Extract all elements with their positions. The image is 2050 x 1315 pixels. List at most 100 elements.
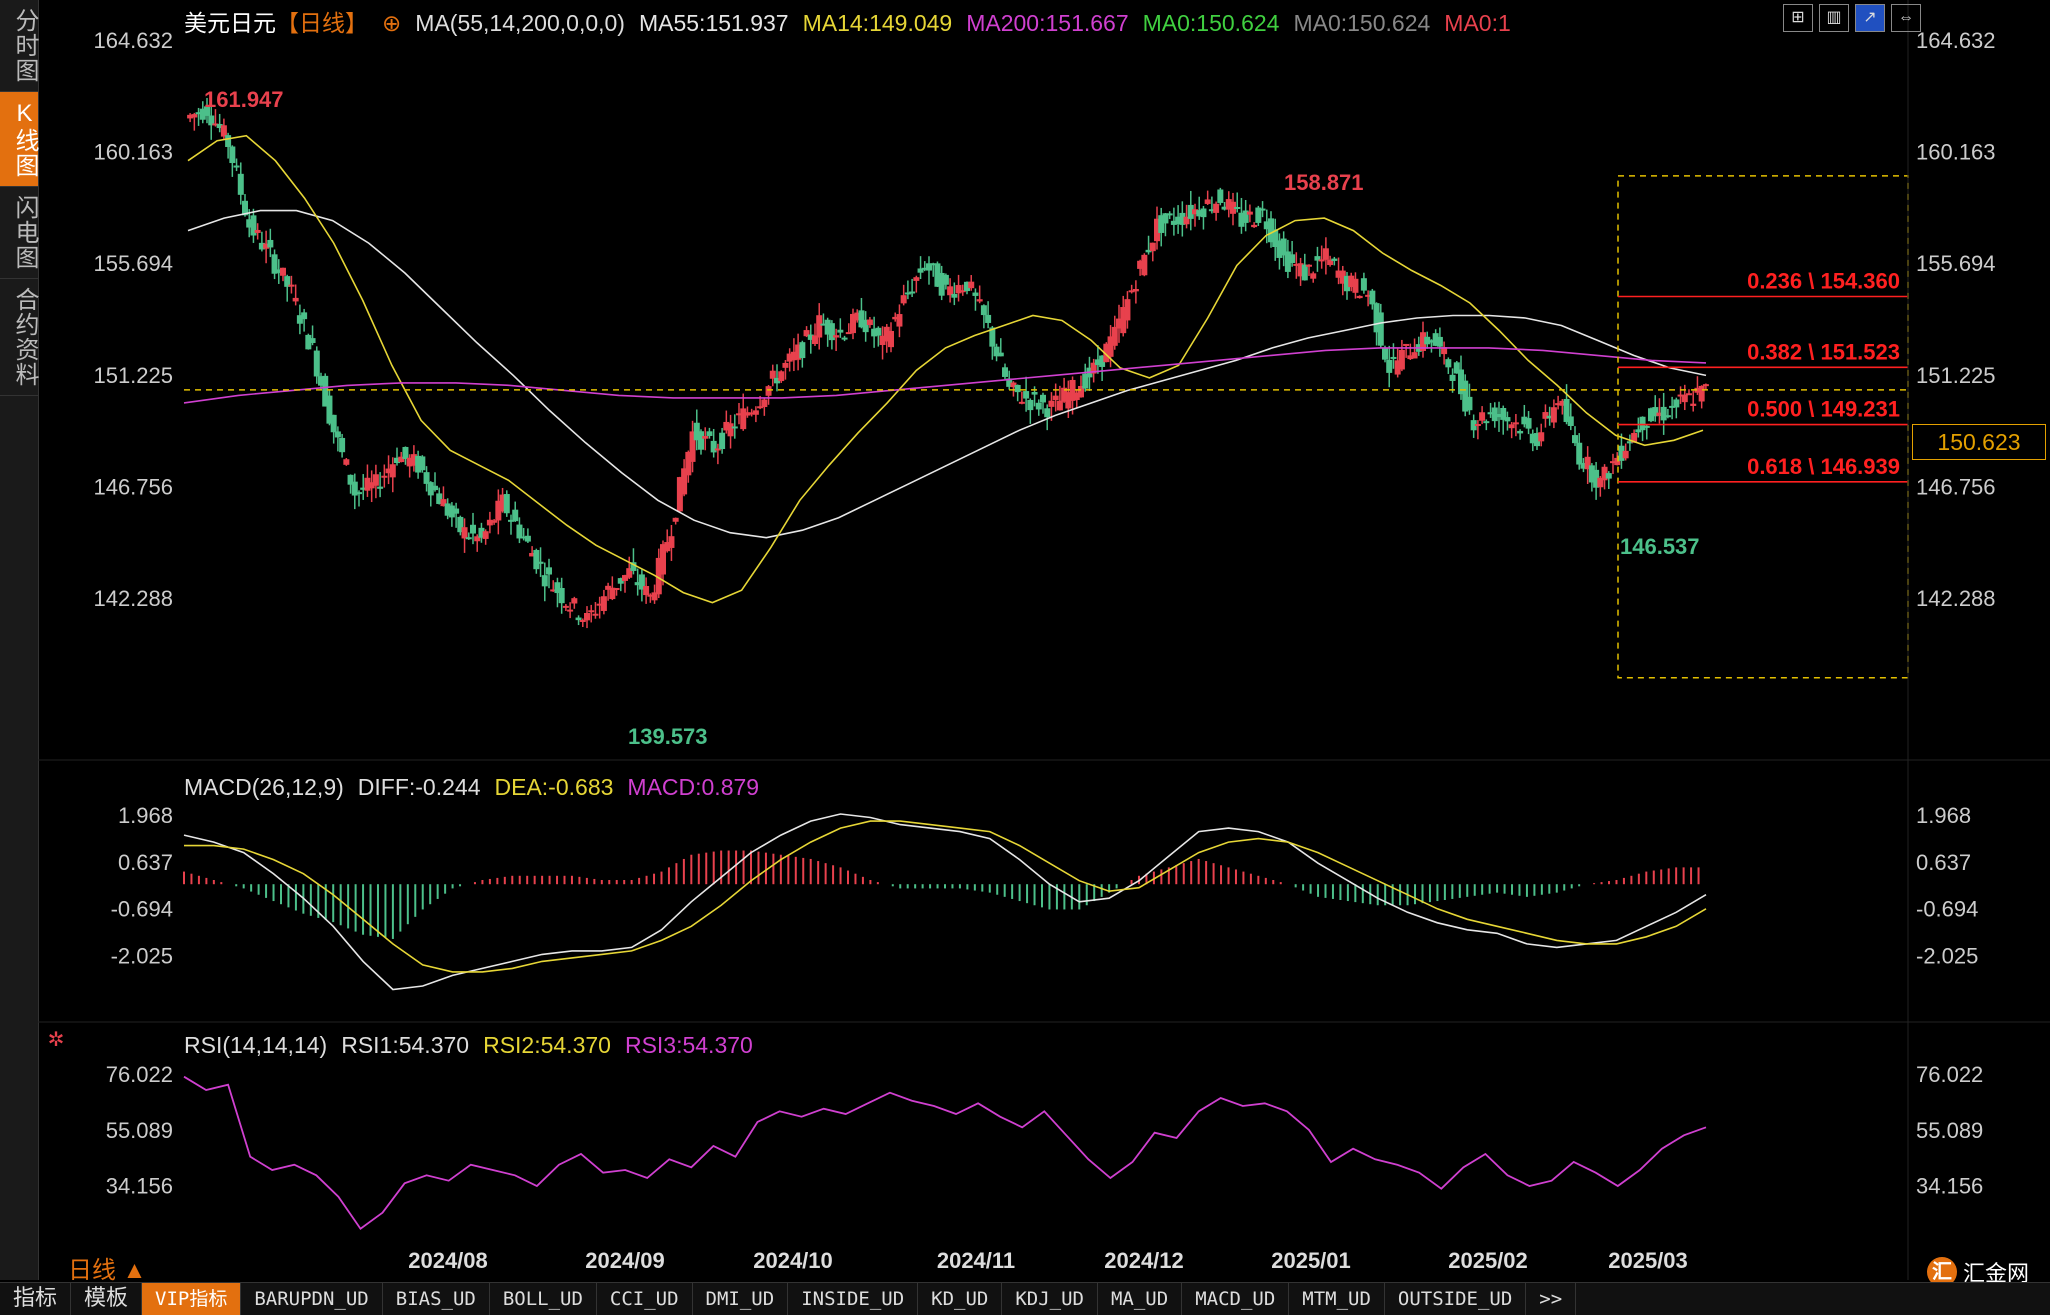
- indicator-tab-kdj-ud[interactable]: KDJ_UD: [1002, 1283, 1098, 1315]
- candle-body: [807, 334, 814, 340]
- indicator-tab-macd-ud[interactable]: MACD_UD: [1182, 1283, 1290, 1315]
- indicator-tab-[interactable]: >>: [1526, 1283, 1577, 1315]
- rsi-params: RSI(14,14,14): [184, 1032, 328, 1058]
- candle-body: [736, 413, 742, 416]
- candle-body: [1310, 273, 1317, 279]
- candle-body: [1111, 326, 1118, 346]
- price-tick-left: 160.163: [93, 140, 173, 165]
- candle-body: [626, 568, 633, 578]
- indicator-tab-[interactable]: 模板: [71, 1283, 143, 1315]
- candle-body: [803, 330, 810, 337]
- period-selector[interactable]: 日线 ▲: [68, 1257, 147, 1284]
- line-chart-icon[interactable]: ↗: [1855, 4, 1885, 32]
- candle-body: [1280, 238, 1287, 256]
- tab-kline[interactable]: K线图: [0, 92, 38, 187]
- indicator-tab-boll-ud[interactable]: BOLL_UD: [490, 1283, 597, 1315]
- candle-body: [486, 519, 493, 526]
- candle-body: [339, 437, 346, 453]
- candle-body: [596, 603, 603, 606]
- candle-body: [1512, 422, 1519, 425]
- candle-body: [1297, 263, 1304, 277]
- date-tick: 2024/08: [408, 1248, 488, 1273]
- indicator-tab-mtm-ud[interactable]: MTM_UD: [1289, 1283, 1385, 1315]
- candle-body: [1369, 290, 1376, 305]
- candle-body: [1327, 259, 1334, 266]
- tab-flash[interactable]: 闪电图: [0, 187, 38, 279]
- candle-body: [774, 377, 780, 384]
- candle-body: [1681, 394, 1688, 403]
- candle-body: [562, 605, 569, 608]
- macd-diff: DIFF:-0.244: [357, 774, 481, 800]
- bar-chart-icon[interactable]: ▥: [1819, 4, 1849, 32]
- indicator-tab-outside-ud[interactable]: OUTSIDE_UD: [1385, 1283, 1527, 1315]
- indicator-tab-dmi-ud[interactable]: DMI_UD: [693, 1283, 789, 1315]
- candle-body: [1284, 251, 1291, 272]
- indicator-tab-bias-ud[interactable]: BIAS_UD: [383, 1283, 490, 1315]
- candle-body: [1192, 209, 1198, 215]
- candle-body: [1487, 412, 1494, 415]
- rsi1-value: RSI1:54.370: [341, 1032, 470, 1058]
- candle-body: [782, 362, 789, 368]
- tab-contract-info[interactable]: 合约资料: [0, 279, 38, 396]
- indicator-tab-kd-ud[interactable]: KD_UD: [918, 1283, 1003, 1315]
- add-indicator-icon[interactable]: ⊕: [382, 10, 402, 36]
- low-label-2: 146.537: [1620, 534, 1700, 559]
- candle-body: [845, 332, 852, 335]
- symbol-name: 美元日元: [184, 10, 276, 36]
- ma0-value-2: MA0:150.624: [1293, 10, 1431, 36]
- candle-body: [512, 509, 519, 522]
- candle-body: [917, 268, 924, 273]
- indicator-tab-inside-ud[interactable]: INSIDE_UD: [788, 1283, 919, 1315]
- candle-body: [1411, 352, 1418, 359]
- candle-body: [1449, 374, 1456, 381]
- candle-body: [926, 263, 932, 271]
- candle-body: [647, 594, 654, 597]
- chart-area[interactable]: 164.632 164.632 160.163 160.163 155.694 155.6…: [38, 0, 2050, 1280]
- candle-body: [900, 295, 907, 304]
- candle-body: [997, 352, 1004, 357]
- candle-body: [778, 371, 785, 382]
- candle-body: [689, 431, 696, 462]
- grid-icon[interactable]: ⊞: [1783, 4, 1813, 32]
- candle-body: [959, 290, 966, 293]
- candle-body: [1386, 359, 1393, 373]
- candle-body: [1002, 367, 1008, 377]
- candle-body: [187, 114, 194, 119]
- candle-body: [1137, 260, 1144, 269]
- candle-body: [888, 330, 894, 348]
- fib-label: 0.500 \ 149.231: [1747, 397, 1900, 422]
- indicator-tab-vip[interactable]: VIP指标: [142, 1283, 242, 1315]
- candle-body: [630, 562, 637, 571]
- candle-body: [347, 474, 354, 485]
- candle-body: [1504, 417, 1511, 422]
- candle-body: [1027, 399, 1034, 411]
- candle-body: [972, 292, 979, 296]
- ma200-value: MA200:151.667: [966, 10, 1129, 36]
- indicator-tab-[interactable]: 指标: [0, 1283, 72, 1315]
- indicator-tab-ma-ud[interactable]: MA_UD: [1098, 1283, 1183, 1315]
- candle-body: [837, 329, 844, 333]
- candle-body: [1344, 275, 1350, 292]
- candle-body: [1238, 212, 1245, 227]
- candle-body: [465, 537, 472, 540]
- indicator-tab-barupdn-ud[interactable]: BARUPDN_UD: [241, 1283, 383, 1315]
- candle-body: [976, 299, 983, 302]
- candle-body: [461, 527, 468, 539]
- candle-body: [567, 609, 574, 612]
- indicator-tab-cci-ud[interactable]: CCI_UD: [597, 1283, 693, 1315]
- macd-tick-right: -0.694: [1916, 897, 1978, 922]
- candle-body: [1099, 355, 1106, 367]
- candle-body: [1377, 312, 1384, 346]
- expand-icon[interactable]: ⇔: [1891, 4, 1921, 32]
- tab-timeshare[interactable]: 分时图: [0, 0, 38, 92]
- macd-tick-left: 1.968: [118, 803, 173, 828]
- candle-body: [1622, 450, 1629, 459]
- candle-body: [638, 574, 645, 590]
- macd-dea: DEA:-0.683: [494, 774, 614, 800]
- candle-body: [394, 457, 400, 464]
- candle-body: [706, 431, 713, 436]
- candle-body: [267, 239, 274, 248]
- candle-body: [668, 536, 675, 548]
- candle-body: [790, 351, 797, 361]
- candle-body: [1073, 392, 1080, 401]
